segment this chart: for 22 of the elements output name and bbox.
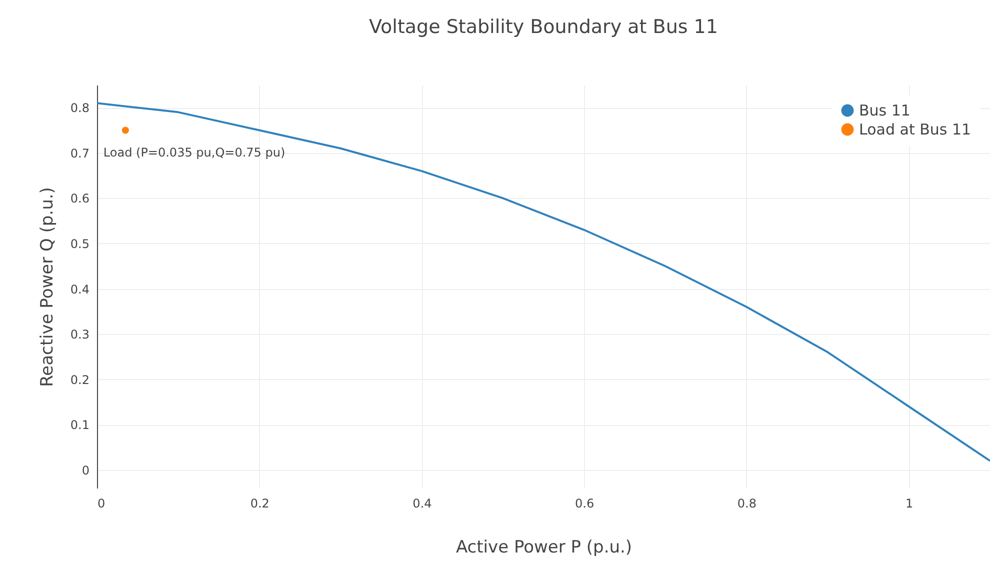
- x-tick-label: 1: [906, 496, 914, 510]
- y-tick-label: 0.8: [70, 101, 90, 116]
- annotation: Load (P=0.035 pu,Q=0.75 pu): [103, 145, 286, 160]
- y-tick-label: 0.1: [70, 418, 90, 432]
- x-tick-label: 0.4: [412, 496, 432, 510]
- y-tick-label: 0.6: [70, 192, 90, 206]
- y-tick-label: 0.4: [70, 282, 90, 296]
- line-series: [97, 102, 990, 462]
- chart-title: Voltage Stability Boundary at Bus 11: [369, 16, 718, 38]
- legend-label: Load at Bus 11: [859, 120, 972, 138]
- y-tick-label: 0: [82, 463, 90, 478]
- x-tick-label: 0.6: [575, 496, 594, 510]
- y-tick-label: 0.7: [70, 146, 90, 160]
- x-tick-label: 0: [98, 496, 106, 510]
- x-tick-label: 0.8: [737, 496, 756, 510]
- y-tick-label: 0.2: [70, 372, 90, 387]
- x-tick-label: 0.2: [250, 496, 270, 510]
- legend-label: Bus 11: [859, 102, 910, 120]
- y-axis-title: Reactive Power Q (p.u.): [37, 187, 58, 387]
- y-tick-label: 0.3: [70, 328, 90, 342]
- y-tick-label: 0.5: [70, 236, 90, 251]
- x-axis-title: Active Power P (p.u.): [456, 538, 632, 558]
